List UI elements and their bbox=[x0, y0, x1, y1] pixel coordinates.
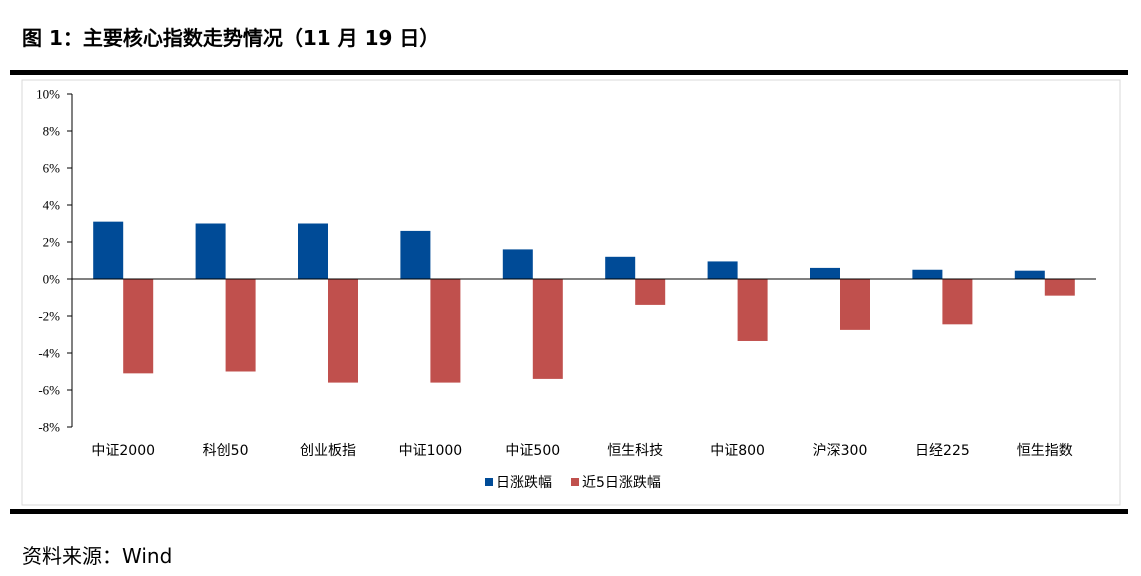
bottom-rule bbox=[10, 509, 1128, 514]
legend: 日涨跌幅 近5日涨跌幅 bbox=[485, 475, 661, 491]
bar-daily-change bbox=[195, 223, 226, 279]
y-tick-label: 0% bbox=[43, 272, 61, 287]
legend-label: 日涨跌幅 bbox=[496, 475, 552, 491]
bar-5day-change bbox=[532, 279, 563, 379]
bar-daily-change bbox=[810, 267, 840, 279]
y-tick-label: 4% bbox=[43, 198, 61, 213]
y-tick-label: -8% bbox=[38, 420, 60, 435]
bar-daily-change bbox=[502, 249, 533, 279]
y-tick-label: -2% bbox=[38, 309, 60, 324]
bar-5day-change bbox=[123, 279, 154, 374]
legend-label: 近5日涨跌幅 bbox=[582, 475, 661, 491]
bar-5day-change bbox=[1044, 279, 1075, 296]
category-label: 中证500 bbox=[505, 443, 560, 459]
category-label: 恒生科技 bbox=[607, 443, 663, 459]
category-label: 恒生指数 bbox=[1017, 443, 1073, 459]
y-tick-label: 10% bbox=[36, 87, 60, 102]
category-label: 沪深300 bbox=[813, 443, 868, 459]
bar-5day-change bbox=[430, 279, 461, 383]
bar-5day-change bbox=[942, 279, 973, 325]
chart-frame bbox=[21, 79, 1121, 506]
bar-5day-change bbox=[635, 279, 666, 305]
y-tick-label: 8% bbox=[43, 124, 61, 139]
bar-daily-change bbox=[707, 261, 738, 279]
category-label: 中证1000 bbox=[399, 443, 463, 459]
bar-daily-change bbox=[605, 256, 636, 279]
category-label: 中证2000 bbox=[91, 443, 155, 459]
bar-5day-change bbox=[737, 279, 768, 341]
bar-5day-change bbox=[840, 279, 870, 330]
y-tick-label: -6% bbox=[38, 383, 60, 398]
bar-daily-change bbox=[298, 223, 328, 279]
y-tick-label: 6% bbox=[43, 161, 61, 176]
y-tick-label: -4% bbox=[38, 346, 60, 361]
legend-swatch bbox=[485, 478, 493, 486]
top-rule bbox=[10, 70, 1128, 75]
category-label: 科创50 bbox=[203, 443, 249, 459]
y-axis: -8% -6% -4% -2% 0% 2% 4% 6% 8% 10% bbox=[36, 87, 73, 435]
bar-5day-change bbox=[225, 279, 256, 372]
legend-swatch bbox=[571, 478, 579, 486]
bar-daily-change bbox=[400, 230, 431, 279]
bar-daily-change bbox=[912, 269, 943, 279]
bar-daily-change bbox=[1014, 270, 1045, 279]
category-label: 创业板指 bbox=[300, 443, 356, 459]
bars bbox=[93, 221, 1075, 383]
category-labels: 中证2000 科创50 创业板指 中证1000 中证500 恒生科技 中证800 沪深300 日… bbox=[91, 443, 1072, 459]
category-label: 中证800 bbox=[710, 443, 765, 459]
bar-daily-change bbox=[93, 221, 124, 279]
category-label: 日经225 bbox=[915, 443, 970, 459]
y-tick-label: 2% bbox=[43, 235, 61, 250]
source-note: 资料来源：Wind bbox=[22, 544, 173, 568]
bar-5day-change bbox=[328, 279, 358, 383]
figure-title: 图 1：主要核心指数走势情况（11 月 19 日） bbox=[22, 26, 440, 50]
